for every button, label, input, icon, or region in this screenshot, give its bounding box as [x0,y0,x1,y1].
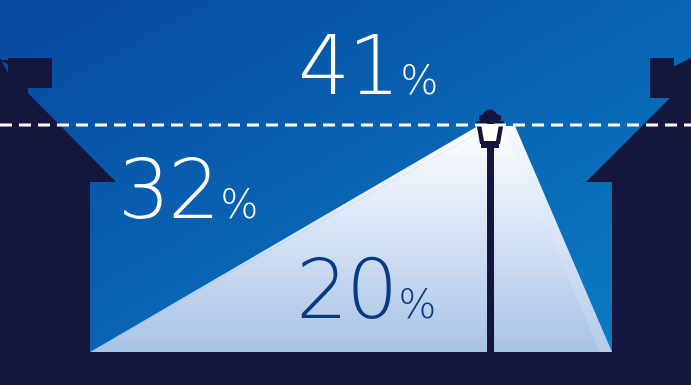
stat-top-unit: % [400,58,439,104]
stat-bottom-unit: % [398,282,437,328]
left-house-silhouette [0,58,116,385]
right-house-silhouette [586,58,691,385]
stat-bottom: 20% [296,250,436,332]
stat-top: 41% [298,26,438,108]
stat-bottom-value: 20 [296,243,398,338]
stat-left: 32% [118,150,258,232]
street-lamp-icon [476,109,504,358]
stat-left-value: 32 [118,143,220,238]
light-cone-fill [90,126,612,352]
stat-top-value: 41 [298,19,400,114]
light-cone-right [503,126,612,352]
street-ground [0,352,691,385]
stat-left-unit: % [220,182,259,228]
